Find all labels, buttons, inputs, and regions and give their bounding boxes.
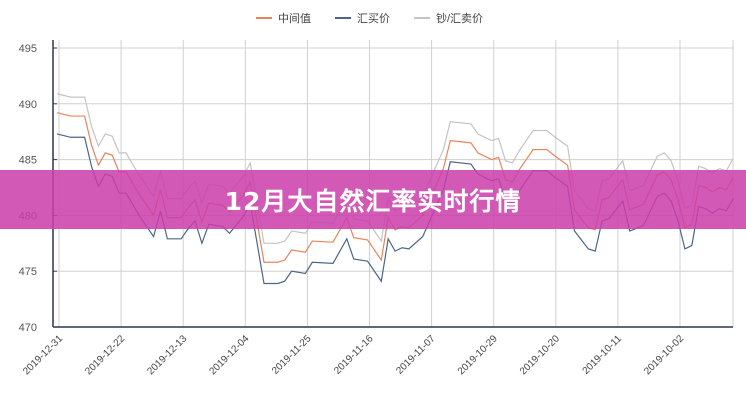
x-tick-label: 2019-11-16: [332, 333, 376, 377]
x-tick-label: 2019-12-04: [207, 333, 251, 377]
x-tick-label: 2019-12-31: [21, 333, 65, 377]
x-tick-label: 2019-11-25: [270, 333, 314, 377]
y-tick-label: 490: [19, 99, 37, 111]
x-tick-label: 2019-12-13: [145, 333, 189, 377]
y-tick-label: 495: [19, 43, 37, 55]
x-tick-label: 2019-12-22: [83, 333, 127, 377]
x-tick-label: 2019-10-20: [518, 333, 562, 377]
x-tick-label: 2019-11-07: [394, 333, 438, 377]
legend-label: 中间值: [278, 12, 311, 25]
banner-title: 12月大自然汇率实时行情: [224, 186, 522, 216]
y-tick-label: 475: [19, 266, 37, 278]
legend-label: 汇买价: [357, 12, 390, 25]
y-tick-label: 470: [19, 322, 37, 334]
x-tick-label: 2019-10-11: [581, 333, 625, 377]
y-tick-label: 485: [19, 155, 37, 167]
title-banner: 12月大自然汇率实时行情: [0, 170, 746, 229]
x-tick-label: 2019-10-02: [642, 333, 686, 377]
x-tick-label: 2019-10-29: [456, 333, 500, 377]
legend-label: 钞/汇卖价: [436, 11, 483, 25]
